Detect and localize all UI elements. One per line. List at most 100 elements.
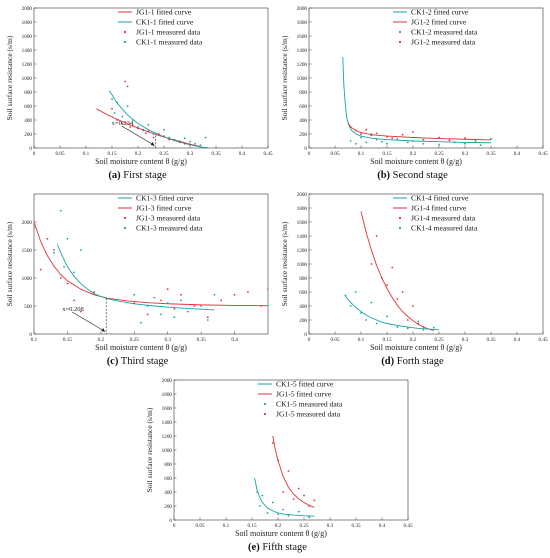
x-tick-label: 0.05 bbox=[330, 337, 339, 343]
x-tick-label: 0.3 bbox=[462, 151, 469, 157]
x-tick-label: 0.4 bbox=[514, 151, 521, 157]
caption-letter: (a) bbox=[108, 170, 121, 181]
x-axis-label: Soil moisture content θ (g/g) bbox=[235, 529, 327, 538]
legend-dot-swatch bbox=[123, 226, 127, 230]
red-data-point bbox=[66, 282, 69, 285]
red-data-point bbox=[163, 135, 165, 138]
y-tick-label: 0 bbox=[304, 332, 307, 338]
blue-data-point bbox=[204, 136, 207, 139]
blue-data-point bbox=[438, 143, 440, 146]
blue-data-point bbox=[53, 251, 55, 254]
caption-letter: (c) bbox=[106, 356, 119, 367]
blue-data-point bbox=[189, 140, 191, 143]
red-data-point bbox=[380, 277, 383, 279]
blue-data-point bbox=[258, 505, 261, 507]
x-tick-label: 0.45 bbox=[403, 523, 412, 529]
blue-data-point bbox=[287, 514, 290, 517]
blue-data-point bbox=[153, 296, 156, 299]
panel-b: 0 0.05 0.1 0.15 0.2 0.25 0.3 0.35 0.4 0.45 0 200 400… bbox=[275, 0, 550, 186]
x-tick-label: 0.15 bbox=[382, 151, 391, 157]
red-data-point bbox=[303, 494, 305, 497]
x-tick-label: 0.05 bbox=[195, 523, 204, 529]
annotation-arrow bbox=[121, 125, 154, 146]
y-tick-label: 1200 bbox=[22, 62, 33, 68]
red-data-point bbox=[313, 499, 316, 502]
red-data-point bbox=[375, 235, 378, 237]
red-data-point bbox=[287, 470, 290, 472]
red-data-point bbox=[422, 326, 425, 328]
red-data-point bbox=[401, 133, 404, 136]
red-data-point bbox=[277, 459, 279, 462]
legend-label: CK1-1 fitted curve bbox=[136, 18, 194, 27]
blue-data-point bbox=[271, 501, 274, 504]
blue-data-point bbox=[464, 142, 466, 145]
blue-data-point bbox=[406, 141, 409, 144]
y-tick-label: 200 bbox=[299, 318, 307, 324]
x-tick-label: 0.1 bbox=[31, 337, 38, 343]
x-tick-label: 0.2 bbox=[275, 523, 282, 529]
x-tick-label: 0 bbox=[308, 337, 311, 343]
legend-dot-swatch bbox=[123, 216, 127, 220]
y-tick-label: 1000 bbox=[297, 262, 308, 268]
red-data-point bbox=[297, 487, 300, 490]
caption-letter: (b) bbox=[377, 170, 391, 181]
red-data-point bbox=[396, 298, 399, 300]
x-axis-label: Soil moisture content θ (g/g) bbox=[95, 343, 187, 352]
red-data-point bbox=[93, 291, 96, 293]
blue-fitted-curve bbox=[345, 295, 440, 331]
x-tick-label: 0.4 bbox=[231, 337, 238, 343]
panel-caption: (a) First stage bbox=[0, 170, 275, 181]
blue-data-point bbox=[422, 142, 425, 145]
x-tick-label: 0 bbox=[173, 523, 176, 529]
panel-e: 0 0.05 0.1 0.15 0.2 0.25 0.3 0.35 0.4 0.45 0 200 400… bbox=[140, 372, 415, 558]
x-tick-label: 0.45 bbox=[263, 151, 272, 157]
blue-data-point bbox=[137, 126, 139, 128]
blue-data-point bbox=[453, 141, 456, 144]
y-tick-label: 1200 bbox=[162, 434, 173, 440]
blue-data-point bbox=[126, 105, 129, 107]
x-tick-label: 0.1 bbox=[358, 337, 365, 343]
red-data-point bbox=[448, 139, 451, 142]
red-data-point bbox=[391, 137, 394, 140]
x-tick-label: 0 bbox=[33, 151, 36, 157]
blue-data-point bbox=[365, 319, 368, 321]
x-tick-label: 0.05 bbox=[55, 151, 64, 157]
y-axis-label: Soil surface resistance (s/m) bbox=[5, 35, 14, 120]
red-data-point bbox=[166, 288, 169, 291]
y-tick-label: 800 bbox=[164, 462, 172, 468]
x-tick-label: 0.3 bbox=[327, 523, 334, 529]
x-tick-label: 0.35 bbox=[351, 523, 360, 529]
y-tick-label: 1600 bbox=[297, 220, 308, 226]
red-data-point bbox=[417, 322, 420, 325]
blue-data-point bbox=[59, 209, 62, 212]
y-tick-label: 400 bbox=[299, 118, 307, 124]
x-axis-label: Soil moisture content θ (g/g) bbox=[370, 157, 462, 166]
y-tick-label: 200 bbox=[299, 132, 307, 138]
x-tick-label: 0.3 bbox=[187, 151, 194, 157]
red-data-point bbox=[412, 131, 414, 133]
x-tick-label: 0.25 bbox=[159, 151, 168, 157]
legend-label: JG1-4 measured data bbox=[411, 214, 476, 223]
blue-data-point bbox=[406, 327, 409, 330]
chart-svg: 0.1 0.15 0.2 0.25 0.3 0.35 0.4 0 500 1000 1500 2000… bbox=[5, 194, 269, 352]
blue-data-point bbox=[308, 516, 311, 519]
caption-text: Forth stage bbox=[396, 356, 444, 367]
red-data-point bbox=[474, 140, 477, 142]
x-tick-label: 0.45 bbox=[538, 151, 547, 157]
blue-data-point bbox=[206, 319, 209, 321]
x-tick-label: 0.45 bbox=[538, 337, 547, 343]
red-data-point bbox=[178, 141, 181, 144]
blue-data-point bbox=[131, 119, 134, 121]
red-data-point bbox=[146, 313, 149, 316]
caption-letter: (d) bbox=[381, 356, 395, 367]
blue-data-point bbox=[166, 302, 169, 305]
panel-a: 0 0.05 0.1 0.15 0.2 0.25 0.3 0.35 0.4 0.45 0 200 400… bbox=[0, 0, 275, 186]
annotation-label: x=0.234 bbox=[112, 120, 134, 127]
red-data-point bbox=[144, 132, 147, 135]
y-tick-label: 500 bbox=[24, 304, 32, 310]
x-tick-label: 0.05 bbox=[330, 151, 339, 157]
red-data-point bbox=[180, 293, 182, 296]
blue-data-point bbox=[375, 138, 378, 141]
x-tick-label: 0 bbox=[308, 151, 311, 157]
